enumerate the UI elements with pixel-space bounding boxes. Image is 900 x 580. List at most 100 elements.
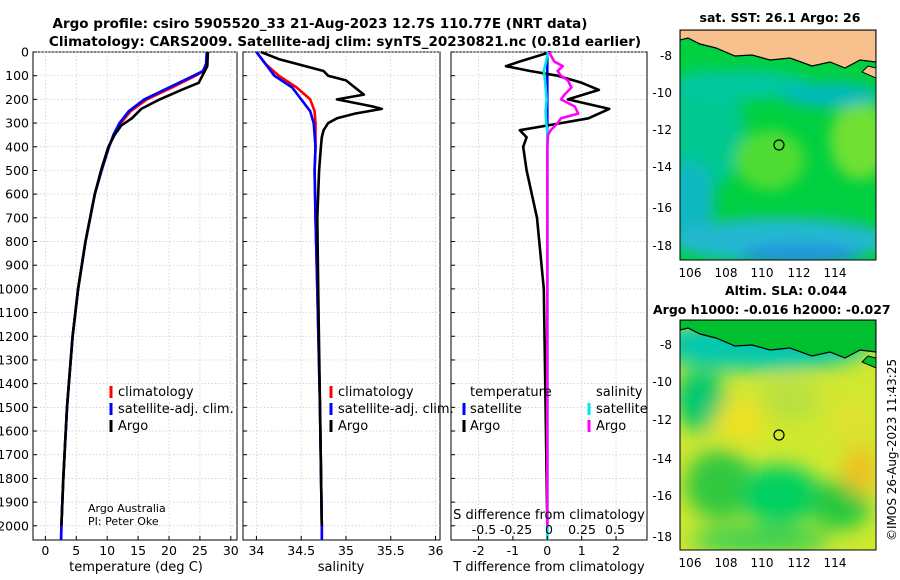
argo-position-marker	[773, 429, 785, 441]
lon-tick: 106	[679, 266, 702, 280]
figure-title-line2: Climatology: CARS2009. Satellite-adj cli…	[49, 34, 641, 50]
x-tick-label: 10	[99, 543, 115, 558]
legend-salinity-heading: salinity	[596, 385, 643, 400]
depth-tick-label: 1300	[0, 352, 29, 367]
difference-ticks: -2 -1 0 1 2	[451, 51, 620, 558]
salinity-axes-box	[242, 51, 441, 541]
depth-tick-label: 1400	[0, 376, 29, 391]
legend-s-argo: Argo	[596, 419, 626, 434]
lon-tick: 114	[824, 556, 847, 570]
java-coast	[680, 30, 876, 69]
salinity-legend: climatology satellite-adj. clim. Argo	[329, 385, 454, 434]
lon-tick: 108	[715, 556, 738, 570]
lat-tick: -14	[652, 160, 672, 174]
x-tick-label: 35	[338, 543, 354, 558]
x-tick-label: 0	[543, 543, 551, 558]
sst-map-field	[680, 30, 876, 260]
depth-tick-label: 2000	[0, 518, 29, 533]
x-tick-label: 34.5	[287, 543, 315, 558]
salinity-series	[255, 50, 384, 540]
s-diff-ticks: -0.5 -0.25 0 0.25 0.5	[472, 522, 625, 537]
depth-tick-label: 1100	[0, 305, 29, 320]
lat-tick: -8	[660, 49, 672, 63]
series-argo	[260, 50, 384, 526]
difference-xlabel: T difference from climatology	[452, 560, 645, 575]
sst-map-ticks: -8 -10 -12 -14 -16 -18 106 108 110 112 1…	[652, 49, 846, 280]
x-tick-label: 25	[192, 543, 208, 558]
lon-tick: 108	[715, 266, 738, 280]
argo-position-marker	[773, 139, 785, 151]
s-tick: -0.5	[472, 522, 496, 537]
depth-tick-label: 1000	[0, 281, 29, 296]
temperature-ticks: 0100200300400500600700800900100011001200…	[0, 45, 239, 559]
legend-climatology: climatology	[118, 385, 194, 400]
depth-tick-label: 1600	[0, 424, 29, 439]
x-tick-label: 0	[41, 543, 49, 558]
lat-tick: -18	[652, 239, 672, 253]
lat-tick: -12	[652, 123, 672, 137]
series-climatology	[59, 51, 209, 541]
legend-t-satellite: satellite	[470, 402, 522, 417]
sst-map-title: sat. SST: 26.1 Argo: 26	[700, 10, 861, 25]
lon-tick: 112	[788, 556, 811, 570]
series-climatology	[255, 51, 324, 540]
lon-tick: 114	[824, 266, 847, 280]
salinity-xlabel: salinity	[318, 560, 365, 575]
difference-series	[504, 50, 611, 540]
series-argo	[60, 51, 210, 526]
depth-tick-label: 900	[5, 258, 29, 273]
x-tick-label: 20	[161, 543, 177, 558]
depth-tick-label: 600	[5, 187, 29, 202]
sst-map-frame	[679, 29, 877, 261]
legend-t-argo: Argo	[470, 419, 500, 434]
legend-satellite: satellite-adj. clim.	[118, 402, 234, 417]
temperature-panel: 0100200300400500600700800900100011001200…	[0, 45, 239, 576]
x-tick-label: -1	[507, 543, 519, 558]
lon-tick: 110	[751, 266, 774, 280]
x-tick-label: 34	[248, 543, 264, 558]
s-tick: -0.25	[500, 522, 532, 537]
x-tick-label: 15	[130, 543, 146, 558]
x-tick-label: 5	[72, 543, 80, 558]
depth-tick-label: 500	[5, 163, 29, 178]
legend-satellite: satellite-adj. clim.	[338, 402, 454, 417]
depth-tick-label: 1800	[0, 471, 29, 486]
legend-argo: Argo	[118, 419, 148, 434]
credit-org: Argo Australia	[88, 502, 166, 515]
series-salinity-argo	[545, 51, 580, 526]
sla-map-panel: Altim. SLA: 0.044 Argo h1000: -0.016 h20…	[652, 283, 890, 570]
depth-tick-label: 1200	[0, 329, 29, 344]
depth-tick-label: 0	[21, 45, 29, 60]
sla-map-title-line1: Altim. SLA: 0.044	[725, 283, 847, 298]
temperature-xlabel: temperature (deg C)	[69, 560, 203, 575]
depth-tick-label: 700	[5, 210, 29, 225]
sla-map-field	[680, 320, 876, 550]
legend-climatology: climatology	[338, 385, 414, 400]
temperature-series	[59, 51, 210, 541]
depth-tick-label: 1900	[0, 495, 29, 510]
salinity-panel: 34 34.5 35 35.5 36 salinity climatology sate…	[242, 50, 454, 575]
legend-argo: Argo	[338, 419, 368, 434]
credit-pi: PI: Peter Oke	[88, 515, 159, 528]
lat-tick: -8	[660, 338, 672, 352]
series-satellite-adj-clim	[255, 51, 324, 540]
salinity-ticks: 34 34.5 35 35.5 36	[243, 51, 444, 558]
depth-tick-label: 100	[5, 68, 29, 83]
lat-tick: -16	[652, 489, 672, 503]
temperature-legend: climatology satellite-adj. clim. Argo	[109, 385, 234, 434]
temperature-grid	[33, 51, 237, 540]
x-tick-label: -2	[472, 543, 484, 558]
depth-tick-label: 800	[5, 234, 29, 249]
depth-tick-label: 1500	[0, 400, 29, 415]
sla-map-frame	[679, 319, 877, 551]
difference-top-axis-label: S difference from climatology	[453, 508, 645, 523]
difference-panel: -2 -1 0 1 2 T difference from climatology S …	[450, 50, 648, 575]
difference-grid	[451, 51, 647, 540]
series-satellite-adj-clim	[59, 51, 208, 541]
legend-temperature-heading: temperature	[470, 385, 552, 400]
lat-tick: -14	[652, 452, 672, 466]
lon-tick: 110	[751, 556, 774, 570]
s-tick: 0.5	[605, 522, 625, 537]
lat-tick: -16	[652, 201, 672, 215]
